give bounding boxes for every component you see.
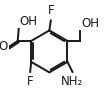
Text: F: F	[48, 4, 55, 17]
Text: O: O	[0, 40, 8, 53]
Text: OH: OH	[20, 15, 38, 28]
Text: NH₂: NH₂	[61, 75, 84, 88]
Text: OH: OH	[81, 17, 99, 30]
Text: F: F	[27, 75, 33, 88]
